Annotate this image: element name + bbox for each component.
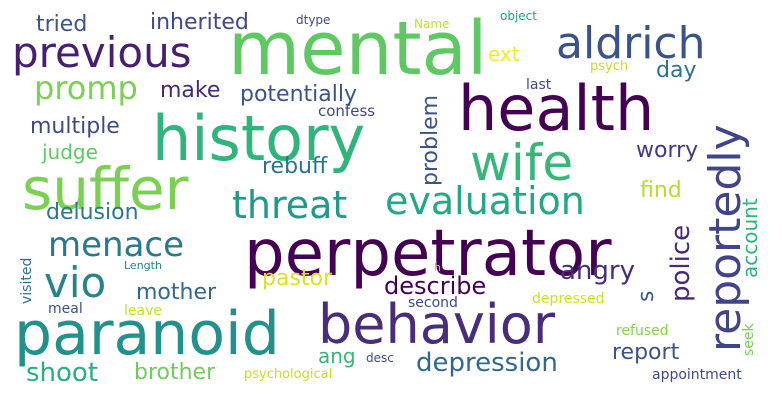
word-seek: seek (741, 323, 757, 356)
word-paranoid: paranoid (14, 299, 280, 369)
word-psych: psych (590, 59, 629, 74)
word-desc: desc (366, 351, 394, 365)
word-police: police (666, 224, 696, 302)
word-vio: vio (44, 258, 107, 307)
word-history: history (152, 102, 366, 175)
word-refused: refused (616, 323, 669, 339)
word-object: object (500, 9, 537, 23)
word-tried: tried (36, 12, 88, 37)
word-previous: previous (12, 28, 192, 77)
word-multiple: multiple (30, 114, 120, 139)
word-h: h (434, 261, 441, 274)
word-account: account (738, 198, 762, 278)
word-brother: brother (134, 360, 216, 385)
word-health: health (458, 72, 655, 145)
word-inherited: inherited (150, 10, 249, 35)
word-length: Length (124, 259, 162, 272)
word-confess: confess (318, 102, 376, 120)
word-pastor: pastor (262, 266, 333, 291)
word-wife: wife (470, 134, 574, 192)
word-appointment: appointment (652, 367, 742, 383)
word-day: day (656, 58, 697, 83)
word-behavior: behavior (318, 293, 556, 356)
word-ang: ang (318, 344, 356, 368)
word-threat: threat (232, 183, 348, 227)
word-visited: visited (19, 257, 35, 304)
word-judge: judge (42, 140, 98, 164)
word-aldrich: aldrich (556, 18, 706, 69)
word-describe: describe (384, 272, 487, 300)
word-menace: menace (48, 225, 185, 265)
word-depression: depression (416, 348, 558, 378)
word-ext: ext (488, 42, 520, 66)
word-suffer: suffer (22, 155, 189, 223)
word-find: find (640, 178, 682, 203)
word-problem: problem (418, 94, 443, 186)
word-perpetrator: perpetrator (244, 217, 612, 291)
word-psychological: psychological (244, 367, 333, 382)
word-potentially: potentially (240, 82, 357, 107)
word-promp: promp (34, 69, 138, 107)
word-second: second (408, 295, 458, 311)
word-make: make (160, 78, 221, 103)
word-depressed: depressed (532, 291, 605, 307)
word-s: s (634, 290, 659, 302)
word-last: last (526, 77, 552, 93)
word-shoot: shoot (26, 358, 99, 388)
word-name: Name (414, 17, 450, 31)
word-meal: meal (48, 301, 83, 317)
word-mother: mother (136, 280, 217, 305)
word-leave: leave (124, 303, 162, 319)
word-rebuff: rebuff (262, 154, 328, 179)
word-worry: worry (636, 138, 699, 163)
word-mental: mental (228, 6, 488, 92)
word-evaluation: evaluation (385, 179, 585, 223)
word-angry: angry (560, 256, 635, 286)
word-delusion: delusion (46, 200, 139, 225)
word-report: report (612, 340, 680, 365)
word-dtype: dtype (296, 13, 331, 27)
